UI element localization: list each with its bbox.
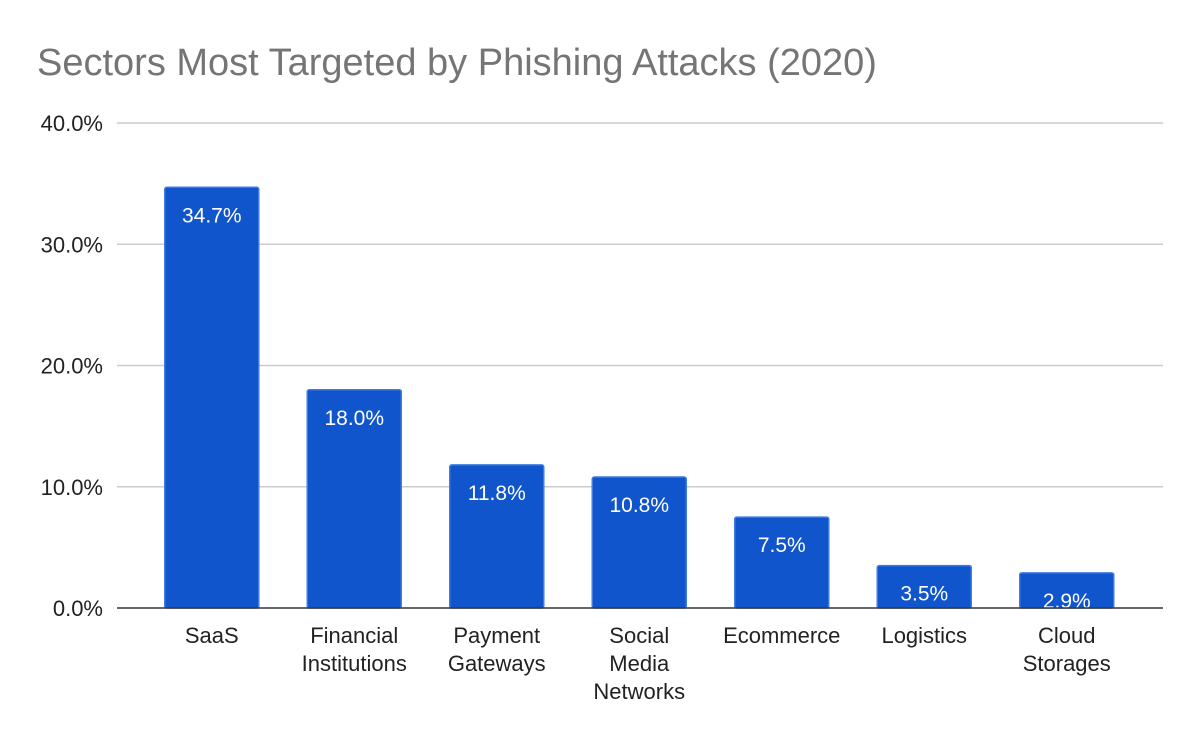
x-tick-label: Social Media Networks: [593, 623, 685, 704]
x-tick-label: SaaS: [185, 623, 239, 648]
bar: [164, 186, 260, 609]
bar: [734, 516, 830, 609]
x-tick-label: Ecommerce: [723, 623, 840, 648]
bar-data-label: 2.9%: [1043, 590, 1091, 613]
bars: 34.7% 18.0% 11.8% 10.8% 7.5% 3.5% 2.9%: [164, 186, 1115, 613]
bar-data-label: 18.0%: [324, 407, 384, 430]
bar-data-label: 7.5%: [758, 534, 806, 557]
bar-data-label: 3.5%: [900, 583, 948, 606]
y-tick-label: 30.0%: [41, 232, 103, 257]
chart-title: Sectors Most Targeted by Phishing Attack…: [37, 42, 877, 84]
bar-data-label: 10.8%: [609, 494, 669, 517]
gridlines: [117, 122, 1163, 488]
y-tick-label: 0.0%: [53, 596, 103, 621]
bar-data-label: 11.8%: [468, 482, 526, 505]
y-tick-label: 20.0%: [41, 354, 103, 379]
x-tick-label: Logistics: [881, 623, 967, 648]
x-axis: SaaS Financial Institutions Payment Gateways…: [117, 607, 1163, 704]
y-tick-label: 10.0%: [41, 475, 103, 500]
bar-data-label: 34.7%: [182, 204, 242, 227]
y-tick-label: 40.0%: [41, 111, 103, 136]
x-tick-label: Payment Gateways: [448, 623, 546, 676]
x-tick-label: Cloud Storages: [1023, 623, 1111, 676]
y-axis: 0.0% 10.0% 20.0% 30.0% 40.0%: [41, 111, 103, 621]
x-tick-label: Financial Institutions: [302, 623, 407, 676]
